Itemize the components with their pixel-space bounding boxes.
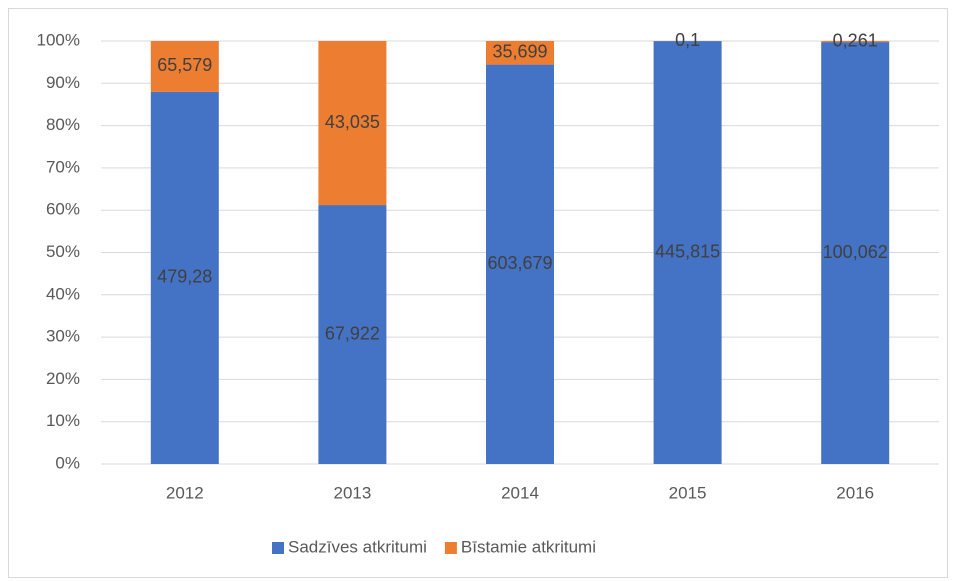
data-label: 67,922 bbox=[325, 323, 380, 343]
bar-segment bbox=[318, 41, 387, 206]
y-tick-label: 70% bbox=[46, 157, 80, 176]
data-label: 445,815 bbox=[655, 241, 720, 261]
data-label: 0,261 bbox=[833, 30, 878, 50]
y-tick-label: 80% bbox=[46, 115, 80, 134]
y-tick-label: 100% bbox=[37, 30, 80, 49]
legend-swatch bbox=[444, 542, 457, 554]
bar-segment bbox=[821, 41, 890, 43]
bar-segment bbox=[821, 42, 890, 465]
data-label: 603,679 bbox=[487, 253, 552, 273]
x-tick-label: 2013 bbox=[333, 483, 371, 502]
x-tick-label: 2014 bbox=[501, 483, 539, 502]
y-tick-label: 30% bbox=[46, 327, 80, 346]
bar-segment bbox=[486, 41, 554, 65]
bar-segment bbox=[150, 91, 219, 464]
data-label: 0,1 bbox=[675, 30, 700, 50]
legend-label: Sadzīves atkritumi bbox=[288, 537, 427, 556]
data-label: 65,579 bbox=[157, 55, 212, 75]
bar-segment bbox=[486, 64, 554, 464]
data-label: 35,699 bbox=[492, 42, 547, 62]
y-tick-label: 0% bbox=[55, 453, 80, 472]
x-tick-label: 2015 bbox=[669, 483, 707, 502]
bar-segment bbox=[150, 41, 219, 92]
y-tick-label: 10% bbox=[46, 411, 80, 430]
x-tick-label: 2012 bbox=[166, 483, 204, 502]
y-tick-label: 20% bbox=[46, 369, 80, 388]
data-label: 100,062 bbox=[823, 242, 888, 262]
bar-segment bbox=[653, 41, 722, 465]
x-tick-label: 2016 bbox=[836, 483, 874, 502]
legend-label: Bīstamie atkritumi bbox=[461, 537, 596, 556]
legend-swatch bbox=[272, 542, 284, 554]
data-label: 479,28 bbox=[157, 267, 212, 287]
bar-segment bbox=[318, 205, 387, 464]
y-tick-label: 50% bbox=[46, 242, 80, 261]
y-tick-label: 90% bbox=[46, 73, 80, 92]
y-tick-label: 40% bbox=[46, 284, 80, 303]
chart-border bbox=[8, 8, 948, 578]
y-tick-label: 60% bbox=[46, 200, 80, 219]
data-label: 43,035 bbox=[325, 112, 380, 132]
